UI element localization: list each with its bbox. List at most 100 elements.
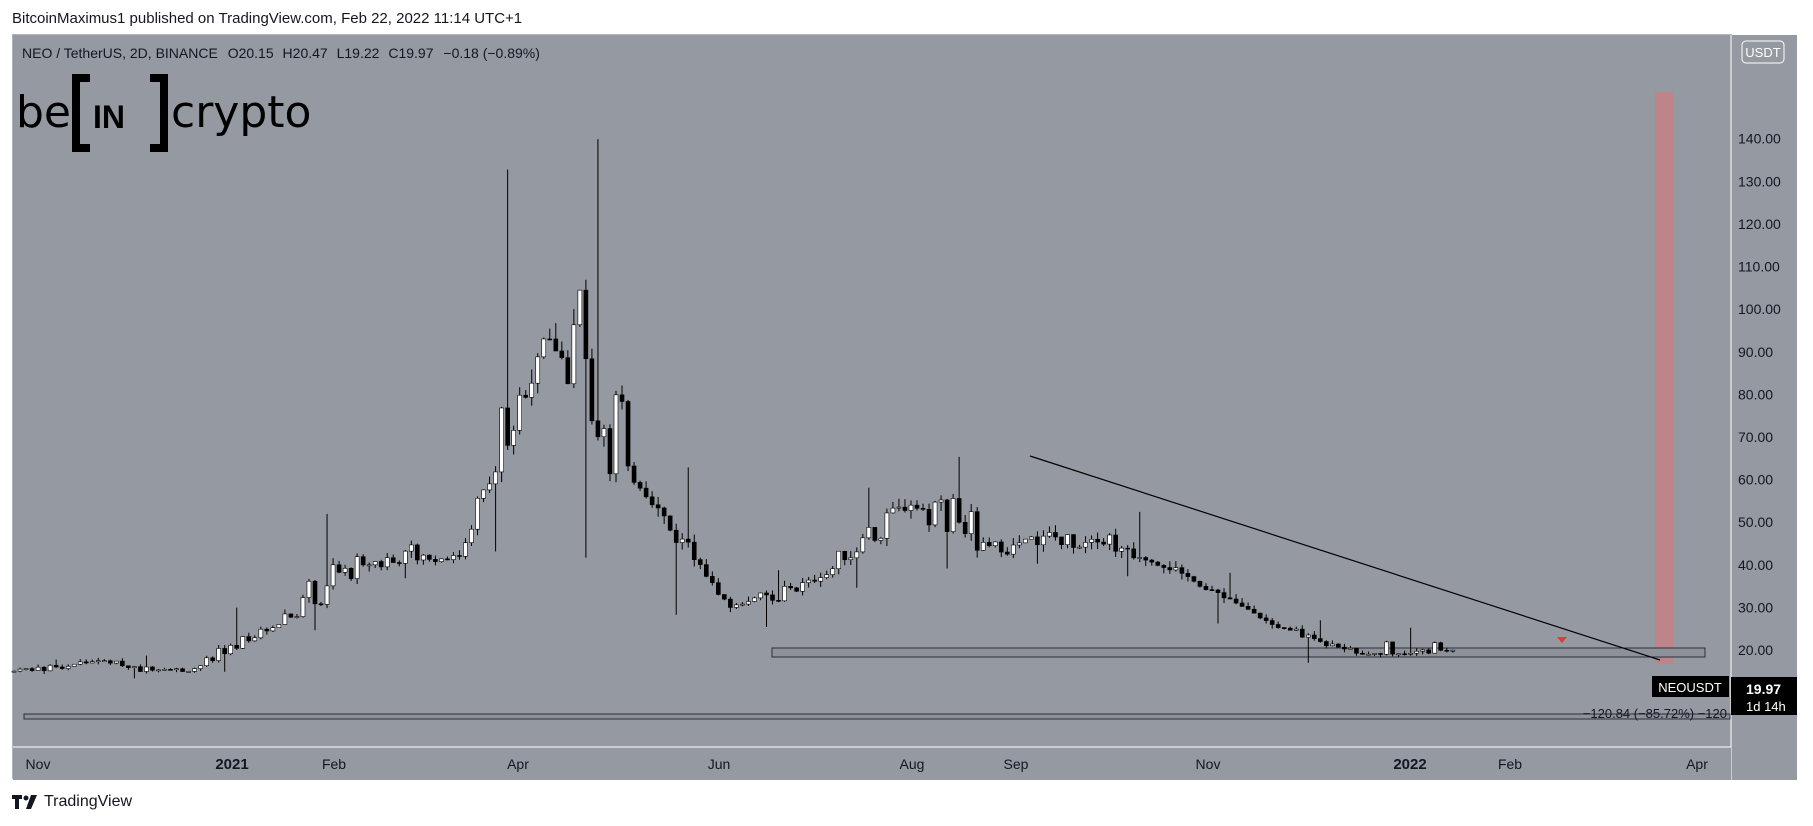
candle-body: [1071, 534, 1076, 548]
candle-body: [950, 498, 956, 532]
candle-body: [1011, 544, 1016, 555]
candle-body: [264, 628, 270, 632]
candle-body: [1318, 638, 1323, 642]
candle-body: [974, 511, 980, 551]
currency-button-label[interactable]: USDT: [1745, 45, 1780, 60]
candle-body: [938, 499, 944, 503]
time-axis[interactable]: [13, 747, 1731, 780]
currency-button[interactable]: USDT: [1741, 40, 1785, 64]
candle-body: [366, 564, 372, 567]
candle-body: [294, 616, 300, 618]
candle-body: [1233, 598, 1239, 604]
beincrypto-logo: be IN crypto: [16, 74, 311, 152]
candle-body: [728, 598, 733, 608]
x-tick-label: Jun: [708, 756, 731, 772]
candle-body: [354, 556, 360, 579]
candle-body: [59, 666, 65, 669]
legend-close-value: 19.97: [398, 45, 433, 61]
candle-body: [613, 394, 619, 475]
candle-body: [1095, 538, 1100, 543]
candle-body: [583, 289, 589, 360]
candle-body: [409, 544, 414, 552]
candle-body: [1342, 646, 1347, 650]
legend-low-label: L: [337, 45, 345, 61]
lower-support-zone: [23, 713, 1731, 720]
candle-body: [866, 527, 872, 539]
candle-body: [1131, 548, 1137, 559]
x-tick-label: Sep: [1004, 756, 1029, 772]
candle-body: [95, 660, 101, 663]
candle-body: [1023, 538, 1028, 544]
candle-body: [716, 582, 721, 595]
candle-body: [330, 564, 336, 587]
candle-body: [625, 401, 631, 467]
candle-body: [1107, 534, 1112, 545]
candle-body: [1209, 589, 1215, 591]
candle-body: [83, 661, 89, 664]
candle-body: [11, 670, 17, 673]
logo-middle: IN: [93, 99, 125, 135]
candle-body: [228, 645, 234, 655]
candle-body: [752, 597, 757, 602]
candle-body: [673, 529, 679, 543]
candle-body: [511, 430, 516, 446]
candle-body: [312, 580, 318, 605]
descending-trendline[interactable]: [1029, 455, 1661, 661]
candle-body: [1402, 653, 1407, 656]
candle-body: [902, 506, 908, 511]
candle-body: [1324, 641, 1329, 647]
candle-body: [318, 603, 324, 606]
candle-body: [1197, 580, 1203, 587]
candle-body: [1041, 535, 1046, 546]
candle-body: [559, 350, 565, 358]
candle-body: [192, 668, 197, 672]
price-axis[interactable]: [1731, 35, 1797, 780]
candle-body: [776, 600, 781, 602]
publisher-line: BitcoinMaximus1 published on TradingView…: [12, 10, 523, 27]
x-tick-label: Apr: [507, 756, 529, 772]
x-tick-label: 2021: [215, 756, 248, 773]
x-tick-label: Feb: [322, 756, 346, 772]
y-tick-label: 70.00: [1738, 429, 1773, 445]
candle-body: [41, 666, 47, 672]
candle-body: [132, 666, 137, 668]
legend-change: −0.18 (−0.89%): [443, 45, 540, 61]
candle-body: [1173, 567, 1179, 571]
footer: TradingView: [12, 793, 132, 811]
candle-body: [697, 559, 703, 565]
candle-body: [439, 558, 444, 562]
candle-body: [854, 551, 860, 559]
candle-body: [655, 504, 661, 509]
candle-body: [872, 527, 878, 541]
price-tag-value: 19.97: [1746, 681, 1781, 697]
candle-body: [703, 564, 709, 577]
candle-body: [890, 507, 896, 514]
candle-body: [986, 542, 992, 547]
candle-body: [396, 562, 402, 564]
candle-body: [649, 496, 655, 506]
candle-body: [740, 603, 745, 606]
candle-body: [1125, 547, 1130, 550]
currency-button-frame[interactable]: [1741, 40, 1785, 64]
candle-body: [306, 580, 312, 598]
candle-body: [156, 669, 161, 672]
candle-body: [794, 587, 799, 592]
candle-body: [53, 664, 59, 668]
candle-body: [1227, 597, 1233, 600]
candle-body: [914, 504, 920, 509]
y-tick-label: 20.00: [1738, 642, 1773, 658]
candle-body: [1047, 532, 1052, 537]
candle-body: [1257, 612, 1263, 619]
candle-body: [270, 627, 276, 632]
y-tick-label: 130.00: [1738, 173, 1781, 189]
plot-pane[interactable]: [13, 35, 1731, 747]
logo-right: crypto: [171, 87, 311, 138]
y-tick-label: 60.00: [1738, 472, 1773, 488]
candle-body: [1161, 565, 1167, 568]
candle-body: [17, 668, 23, 672]
candle-body: [390, 557, 396, 563]
candle-body: [102, 660, 107, 663]
candle-body: [643, 487, 649, 498]
candle-body: [1263, 617, 1269, 621]
